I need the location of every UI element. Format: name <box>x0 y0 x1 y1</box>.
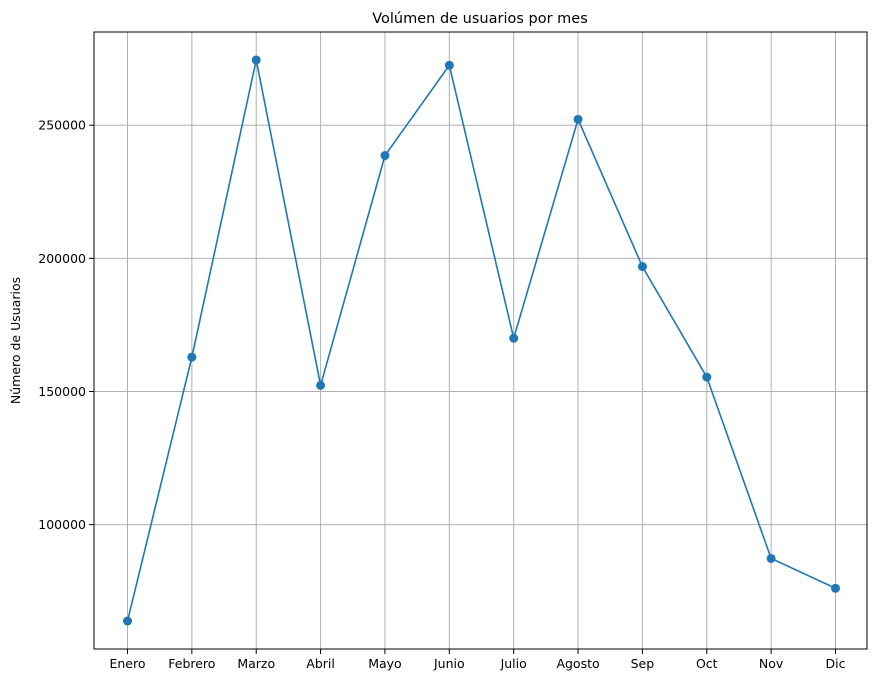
data-point <box>251 55 261 65</box>
x-tick-label: Julio <box>500 656 527 671</box>
y-tick-label: 200000 <box>38 251 86 266</box>
data-point <box>573 114 583 124</box>
x-tick-label: Marzo <box>237 656 275 671</box>
data-point <box>444 60 454 70</box>
y-tick-label: 150000 <box>38 384 86 399</box>
y-tick-labels: 100000 150000 200000 250000 <box>38 118 86 532</box>
y-axis-label: Número de Usuarios <box>8 277 23 404</box>
data-point <box>316 380 326 390</box>
data-point <box>831 583 840 593</box>
data-point <box>702 372 712 382</box>
x-tick-label: Junio <box>433 656 465 671</box>
series-layer <box>123 55 840 626</box>
x-tick-label: Mayo <box>368 656 402 671</box>
x-tick-label: Abril <box>306 656 335 671</box>
axis-ticks <box>89 124 836 654</box>
y-tick-label: 250000 <box>38 118 86 133</box>
x-tick-label: Enero <box>109 656 145 671</box>
data-point <box>380 151 390 161</box>
y-tick-label: 100000 <box>38 517 86 532</box>
chart-title: Volúmen de usuarios por mes <box>372 11 588 27</box>
grid-lines <box>94 32 867 649</box>
x-tick-label: Sep <box>631 656 655 671</box>
series-line <box>126 59 836 622</box>
x-tick-label: Nov <box>759 656 784 671</box>
x-tick-label: Dic <box>826 656 846 671</box>
data-point <box>509 333 519 343</box>
x-tick-label: Agosto <box>556 656 599 671</box>
data-point <box>766 553 776 563</box>
data-point <box>123 616 132 626</box>
x-tick-labels: Enero Febrero Marzo Abril Mayo Junio Julio Agos… <box>109 656 845 671</box>
plot-frame <box>93 31 868 650</box>
data-point <box>637 262 647 272</box>
x-tick-label: Oct <box>696 656 718 671</box>
data-point <box>187 352 197 362</box>
x-tick-label: Febrero <box>168 656 215 671</box>
